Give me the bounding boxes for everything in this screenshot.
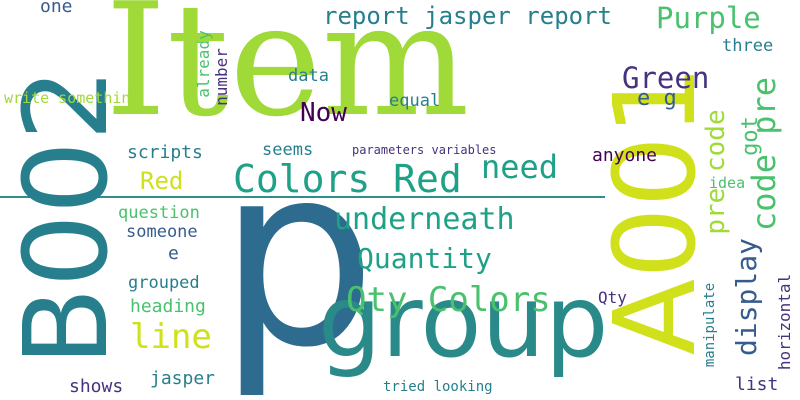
word-manipulate: manipulate — [702, 282, 718, 368]
word-data: data — [288, 66, 329, 86]
word-qty: Qty — [598, 288, 627, 307]
divider-line — [0, 196, 605, 198]
word-now: Now — [300, 98, 347, 128]
word-need: need — [481, 148, 559, 186]
word-green: Green — [622, 61, 710, 95]
word-scripts: scripts — [127, 142, 203, 163]
word-display: display — [730, 238, 763, 357]
word-item: Item — [105, 0, 470, 151]
word-parameters-variables: parameters variables — [352, 143, 497, 157]
word-jasper: jasper — [150, 368, 216, 389]
word-seems: seems — [262, 140, 314, 160]
word-equal: equal — [389, 91, 441, 111]
word-grouped: grouped — [128, 273, 200, 293]
word-idea: idea — [709, 174, 746, 192]
word-question: question — [118, 203, 200, 223]
word-got: got — [738, 116, 763, 156]
word-one: one — [40, 0, 73, 17]
word-pre-code: pre code — [701, 109, 731, 235]
word-report-jasper-report: report jasper report — [323, 2, 612, 30]
word-underneath: underneath — [334, 202, 515, 237]
word-number: number — [212, 48, 231, 106]
word-qty-colors: Qty Colors — [346, 280, 551, 320]
word-red: Red — [140, 167, 184, 195]
word-someone: someone — [126, 222, 198, 242]
word-quantity: Quantity — [357, 242, 492, 275]
word-three: three — [722, 36, 774, 56]
word-anyone: anyone — [592, 145, 658, 166]
word-e-g: e g — [637, 86, 677, 111]
word-group: group — [318, 263, 609, 380]
word-b002: B002 — [0, 67, 134, 367]
word-line: line — [130, 317, 212, 357]
word-tried-looking: tried looking — [383, 379, 493, 395]
word-p: p — [218, 111, 377, 400]
word-horizontal: horizontal — [775, 273, 794, 371]
word-write-something: write something — [4, 89, 140, 107]
word-purple: Purple — [656, 1, 761, 35]
word-heading: heading — [130, 296, 206, 317]
word-list: list — [735, 374, 779, 395]
word-shows: shows — [69, 376, 124, 397]
word-colors-red: Colors Red — [233, 157, 462, 201]
word-e: e — [168, 243, 179, 264]
